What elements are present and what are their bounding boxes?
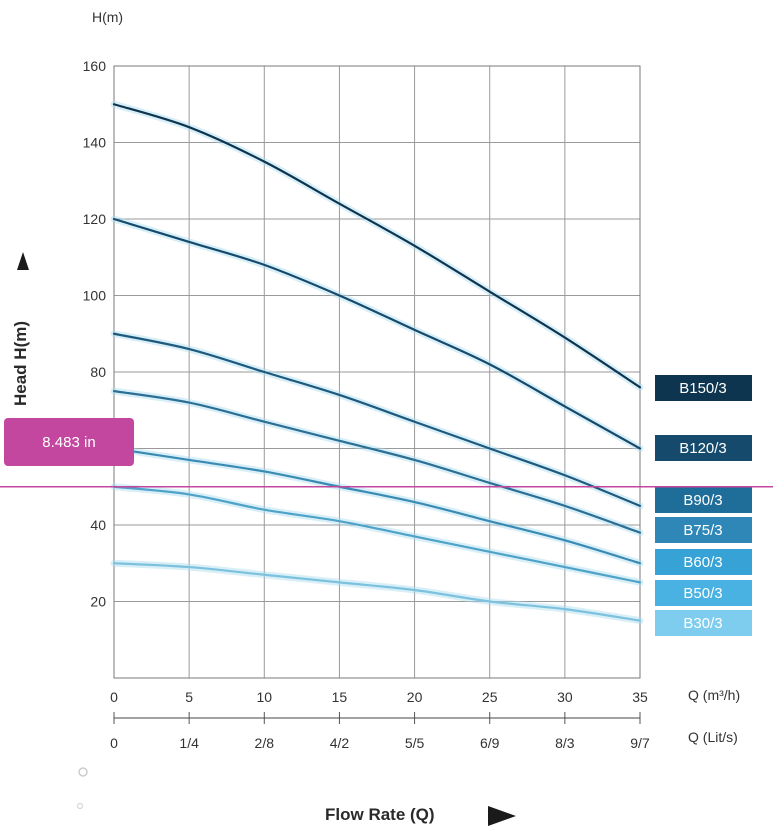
y-axis-unit-label: H(m): [92, 9, 123, 25]
grid: [113, 65, 641, 679]
series-legend-label: B150/3: [679, 380, 727, 397]
y-axis-title: Head H(m): [11, 321, 30, 406]
series-legend-label: B90/3: [683, 492, 722, 509]
x2-tick-label: 9/7: [630, 735, 650, 751]
series-legend-label: B60/3: [683, 554, 722, 571]
series-legend-swatch: [655, 487, 752, 513]
y-tick-label: 100: [83, 288, 107, 304]
measurement-cursor[interactable]: 8.483 in: [0, 418, 773, 488]
decorative-dot-icon: [76, 802, 84, 810]
x-tick-label: 0: [110, 689, 118, 705]
x-tick-label: 5: [185, 689, 193, 705]
series-legend-label: B75/3: [683, 522, 722, 539]
x2-tick-label: 0: [110, 735, 118, 751]
series-legend: B150/3 B120/3 B90/3 B75/3 B60/3 B50/3 B30/3: [655, 375, 752, 636]
x2-tick-label: 8/3: [555, 735, 575, 751]
y-axis-ticks: 20 40 80 100 120 140 160: [83, 58, 107, 610]
series-curve: [112, 103, 642, 389]
x2-tick-label: 5/5: [405, 735, 425, 751]
y-tick-label: 120: [83, 211, 107, 227]
series-curve-glow: [110, 330, 644, 510]
series-legend-swatch: [655, 517, 752, 543]
y-axis-arrow-icon: [17, 252, 29, 270]
y-tick-label: 140: [83, 135, 107, 151]
cursor-label-box[interactable]: [4, 418, 134, 466]
x-tick-label: 10: [256, 689, 272, 705]
series-legend-label: B120/3: [679, 440, 727, 457]
y-tick-label: 160: [83, 58, 107, 74]
cursor-label: 8.483 in: [42, 434, 95, 451]
series-legend-swatch: [655, 580, 752, 606]
series-legend-swatch: [655, 610, 752, 636]
x-axis-unit-label-1: Q (m³/h): [688, 687, 740, 703]
x-tick-label: 15: [332, 689, 348, 705]
x2-tick-label: 4/2: [330, 735, 350, 751]
series-legend-swatch: [655, 549, 752, 575]
x-tick-label: 35: [632, 689, 648, 705]
series-curve: [112, 447, 642, 565]
x-axis-title: Flow Rate (Q): [325, 805, 435, 824]
series-legend-swatch: [655, 375, 752, 401]
series-legend-label: B50/3: [683, 585, 722, 602]
x-tick-label: 30: [557, 689, 573, 705]
series-curve-glow: [110, 559, 644, 625]
x-axis-unit-label-2: Q (Lit/s): [688, 729, 738, 745]
series-curves: [110, 100, 644, 625]
series-curve: [112, 562, 642, 622]
x-axis-ticks: 0 0 5 1/4 10 2/8 15 4/2 20 5/5 25 6/9 30 8/3 35 9/7: [110, 689, 650, 751]
x-axis-arrow-icon: [488, 806, 516, 826]
x-tick-label: 25: [482, 689, 498, 705]
series-curve: [112, 332, 642, 507]
series-legend-label: B30/3: [683, 615, 722, 632]
series-curve: [112, 217, 642, 450]
y-tick-label: 80: [90, 364, 106, 380]
series-curve: [112, 485, 642, 584]
plot-frame: [113, 65, 641, 679]
x2-tick-label: 1/4: [179, 735, 199, 751]
series-curve: [112, 390, 642, 534]
y-tick-label: 20: [90, 594, 106, 610]
series-legend-swatch: [655, 435, 752, 461]
decorative-dot-icon: [78, 767, 88, 777]
x2-tick-label: 6/9: [480, 735, 500, 751]
y-tick-label: 40: [90, 517, 106, 533]
x2-tick-label: 2/8: [255, 735, 275, 751]
x-tick-label: 20: [407, 689, 423, 705]
